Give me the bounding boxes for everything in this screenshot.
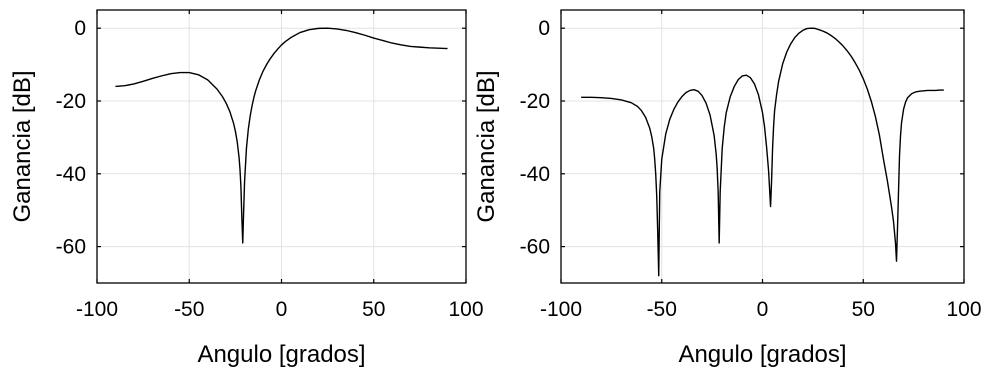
x-tick-label-right: -50 (647, 298, 677, 321)
y-tick-label-right: -40 (520, 163, 550, 186)
y-tick-label-left: -60 (56, 236, 86, 259)
x-tick-label-right: 100 (946, 298, 981, 321)
x-tick-label-right: 0 (757, 298, 769, 321)
x-tick-label-right: 50 (852, 298, 875, 321)
y-tick-label-left: -40 (56, 163, 86, 186)
y-tick-label-left: -20 (56, 90, 86, 113)
x-tick-label-left: 100 (448, 298, 483, 321)
x-axis-label-left: Angulo [grados] (197, 341, 365, 368)
y-axis-label-left: Ganancia [dB] (9, 70, 36, 222)
x-tick-label-left: -100 (76, 298, 118, 321)
x-tick-label-left: -50 (174, 298, 204, 321)
y-tick-label-right: 0 (538, 17, 550, 40)
x-axis-label-right: Angulo [grados] (678, 341, 846, 368)
x-tick-label-left: 50 (362, 298, 385, 321)
y-axis-label-right: Ganancia [dB] (473, 70, 500, 222)
gain-curve-left (115, 27, 448, 244)
y-tick-label-right: -60 (520, 236, 550, 259)
y-tick-label-left: 0 (74, 17, 86, 40)
x-tick-label-right: -100 (540, 298, 582, 321)
gain-curve-right (581, 27, 944, 277)
x-tick-label-left: 0 (276, 298, 288, 321)
y-tick-label-right: -20 (520, 90, 550, 113)
